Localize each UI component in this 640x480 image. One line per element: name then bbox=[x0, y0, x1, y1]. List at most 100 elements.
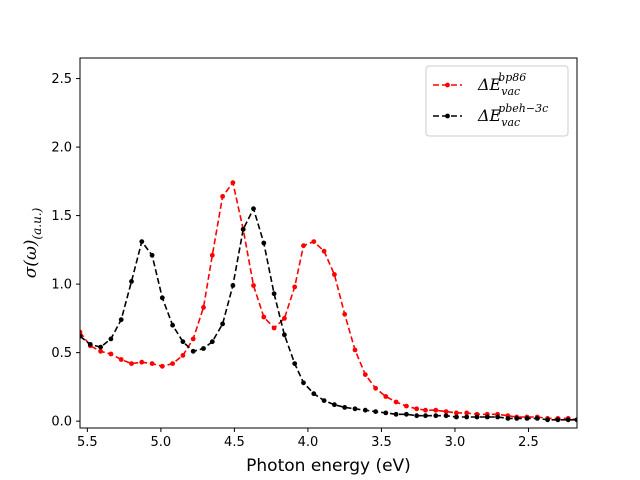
data-point bbox=[311, 239, 317, 245]
data-point bbox=[139, 239, 145, 245]
legend-marker bbox=[445, 113, 450, 119]
data-point bbox=[230, 180, 236, 186]
data-point bbox=[209, 339, 215, 345]
series-1 bbox=[80, 206, 577, 423]
data-point bbox=[505, 416, 511, 421]
x-tick-label: 2.5 bbox=[518, 435, 539, 450]
data-point bbox=[474, 414, 480, 420]
y-tick-label: 0.5 bbox=[51, 346, 72, 361]
data-point bbox=[282, 332, 287, 338]
data-point bbox=[170, 361, 176, 366]
data-point bbox=[180, 339, 186, 345]
data-point bbox=[98, 348, 103, 354]
data-point bbox=[220, 321, 226, 327]
data-point bbox=[484, 414, 490, 420]
data-point bbox=[321, 248, 327, 254]
data-point bbox=[332, 402, 337, 408]
data-point bbox=[87, 342, 93, 347]
data-point bbox=[574, 417, 577, 423]
data-point bbox=[362, 407, 368, 413]
data-point bbox=[292, 361, 298, 366]
data-point bbox=[301, 380, 306, 386]
data-point bbox=[404, 411, 409, 417]
data-point bbox=[443, 413, 449, 419]
y-axis: 0.0 0.5 1.0 1.5 2.0 2.5 bbox=[51, 72, 80, 430]
data-point bbox=[251, 206, 256, 212]
data-point bbox=[433, 413, 439, 419]
data-point bbox=[352, 347, 358, 353]
data-point bbox=[321, 398, 327, 403]
data-point bbox=[454, 410, 459, 416]
data-point bbox=[170, 322, 176, 328]
data-point bbox=[393, 399, 399, 405]
legend-label: ΔEvacpbeh−3c bbox=[477, 102, 548, 129]
data-point bbox=[98, 344, 103, 350]
data-point bbox=[80, 329, 83, 335]
data-point bbox=[282, 316, 287, 321]
data-point bbox=[201, 346, 206, 351]
data-point bbox=[342, 311, 348, 317]
data-point bbox=[190, 348, 196, 354]
data-point bbox=[271, 291, 277, 297]
data-point bbox=[565, 417, 571, 423]
axes-frame bbox=[79, 57, 578, 429]
x-axis: 5.5 5.0 4.5 4.0 3.5 3.0 2.5 bbox=[77, 428, 539, 450]
y-axis-label-main: σ(ω) bbox=[21, 240, 41, 279]
data-point bbox=[414, 413, 420, 419]
data-point bbox=[393, 411, 399, 417]
x-tick-label: 3.5 bbox=[371, 435, 392, 450]
data-point bbox=[149, 361, 155, 366]
data-point bbox=[433, 407, 439, 413]
y-tick-label: 2.0 bbox=[51, 141, 72, 156]
data-point bbox=[423, 413, 428, 419]
data-point bbox=[524, 416, 530, 421]
data-point bbox=[271, 325, 277, 331]
data-point bbox=[292, 284, 298, 290]
data-point bbox=[362, 372, 368, 377]
data-point bbox=[251, 283, 256, 288]
data-point bbox=[464, 410, 470, 416]
legend-entry-0: ΔEvacbp86 bbox=[433, 71, 526, 98]
data-point bbox=[240, 226, 246, 232]
data-point bbox=[534, 416, 540, 421]
data-point bbox=[180, 353, 186, 358]
y-tick-label: 0.0 bbox=[51, 415, 72, 430]
data-point bbox=[190, 336, 196, 342]
data-point bbox=[139, 359, 145, 365]
data-point bbox=[149, 252, 155, 258]
data-point bbox=[261, 314, 267, 320]
legend-entry-1: ΔEvacpbeh−3c bbox=[433, 102, 548, 129]
data-point bbox=[118, 357, 124, 362]
series-line-1 bbox=[80, 206, 577, 421]
data-point bbox=[108, 351, 114, 357]
data-point bbox=[514, 416, 520, 421]
y-tick-label: 2.5 bbox=[51, 72, 72, 87]
data-point bbox=[373, 385, 378, 391]
data-point bbox=[230, 283, 236, 288]
data-point bbox=[342, 405, 348, 410]
data-point bbox=[545, 417, 550, 423]
data-point bbox=[80, 333, 83, 339]
data-point bbox=[414, 406, 420, 412]
data-point bbox=[423, 407, 428, 413]
data-point bbox=[352, 406, 358, 412]
data-point bbox=[454, 414, 459, 420]
data-point bbox=[159, 363, 165, 369]
legend-marker bbox=[445, 82, 450, 88]
legend-box bbox=[425, 65, 569, 137]
y-tick-label: 1.0 bbox=[51, 278, 72, 293]
x-axis-label: Photon energy (eV) bbox=[246, 456, 411, 476]
data-point bbox=[555, 417, 561, 423]
data-point bbox=[129, 279, 134, 284]
data-point bbox=[373, 409, 378, 414]
data-point bbox=[443, 409, 449, 414]
data-point bbox=[118, 317, 124, 323]
data-point bbox=[311, 391, 317, 397]
legend: ΔEvacbp86 ΔEvacpbeh−3c bbox=[425, 65, 569, 137]
data-point bbox=[108, 336, 114, 342]
data-point bbox=[220, 194, 226, 199]
legend-label: ΔEvacbp86 bbox=[477, 71, 526, 98]
x-tick-label: 5.5 bbox=[77, 435, 98, 450]
data-point bbox=[209, 252, 215, 258]
